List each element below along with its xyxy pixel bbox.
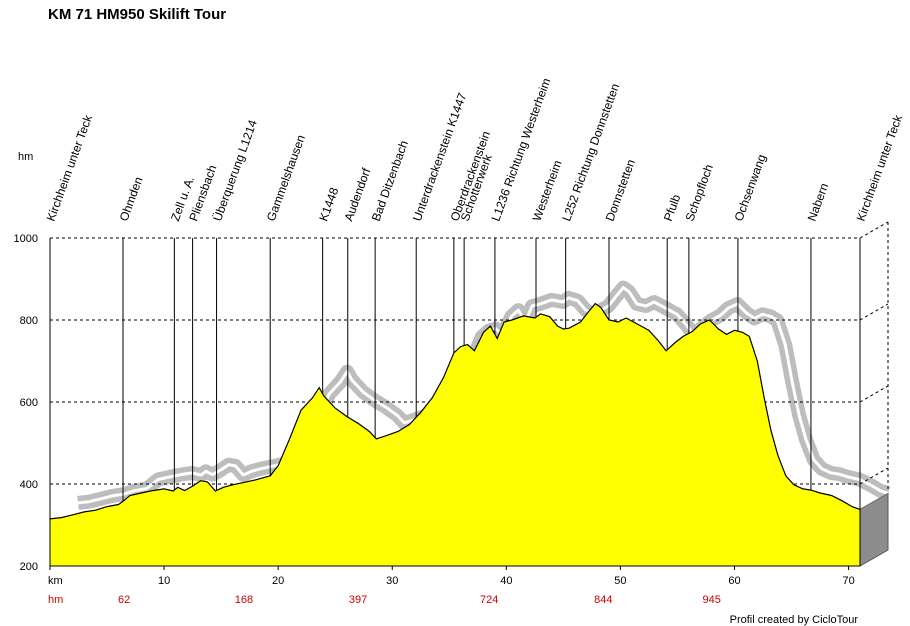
hm-value-62: 62 <box>118 594 130 606</box>
y-axis-label: hm <box>18 151 33 163</box>
hm-value-724: 724 <box>480 594 498 606</box>
y-tick-label-1000: 1000 <box>14 233 38 245</box>
chart-3d-box <box>859 492 889 567</box>
end-box-top <box>859 492 889 510</box>
waypoint-label: Ochsenwang <box>732 152 769 223</box>
waypoint-label: Ohmden <box>117 175 146 223</box>
x-axis-label: km <box>48 575 63 587</box>
waypoint-label: Pfulb <box>661 192 684 223</box>
profile-line <box>49 302 861 520</box>
profile-fill <box>50 303 860 566</box>
x-tick-label-30: 30 <box>386 575 398 587</box>
waypoint-label: Bad Ditzenbach <box>369 139 411 223</box>
grid-depth-400 <box>859 467 889 485</box>
credit-text: Profil created by CicloTour <box>730 614 859 626</box>
profile-area <box>49 302 861 566</box>
waypoint-label: Kirchheim unter Teck <box>854 112 906 223</box>
y-tick-label-200: 200 <box>20 561 38 573</box>
shadow-profile <box>77 280 891 510</box>
waypoint-label: Kirchheim unter Teck <box>44 112 96 223</box>
waypoint-label: K1448 <box>316 185 341 223</box>
axes: 200 400 600 800 1000 10 20 30 40 50 60 70 62 168 397 72… <box>14 233 861 606</box>
waypoint-label: Gammelshausen <box>264 133 308 223</box>
waypoint-label: Nabern <box>805 181 832 223</box>
waypoint-label: Donnstetten <box>603 157 638 223</box>
hm-value-945: 945 <box>703 594 721 606</box>
hm-value-168: 168 <box>235 594 253 606</box>
waypoint-label: Schopfloch <box>683 162 716 223</box>
shadow-highlight <box>77 286 889 505</box>
end-box-side <box>859 492 889 567</box>
x-tick-label-60: 60 <box>728 575 740 587</box>
x-tick-label-50: 50 <box>614 575 626 587</box>
y-tick-label-400: 400 <box>20 479 38 491</box>
chart-title: KM 71 HM950 Skilift Tour <box>48 6 226 23</box>
x-tick-label-20: 20 <box>272 575 284 587</box>
grid-depth-800 <box>859 303 889 321</box>
waypoint-label: Westerheim <box>530 158 565 223</box>
y-tick-label-600: 600 <box>20 397 38 409</box>
hm-value-844: 844 <box>594 594 612 606</box>
x-tick-label-40: 40 <box>500 575 512 587</box>
waypoint-label: Audendorf <box>341 166 373 223</box>
hm-row-label: hm <box>48 594 63 606</box>
x-tick-label-10: 10 <box>158 575 170 587</box>
hm-value-397: 397 <box>349 594 367 606</box>
grid-depth-1000 <box>859 221 889 239</box>
grid-depth-600 <box>859 385 889 403</box>
y-tick-label-800: 800 <box>20 315 38 327</box>
x-tick-label-70: 70 <box>842 575 854 587</box>
